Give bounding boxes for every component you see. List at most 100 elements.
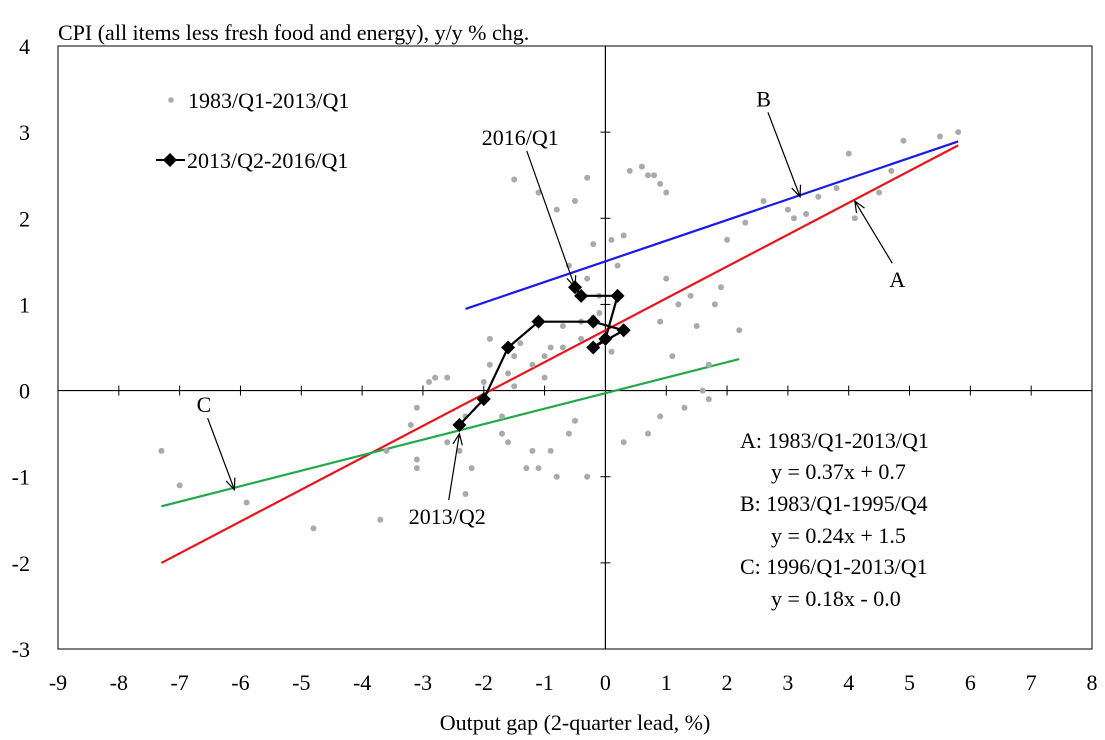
annotation-label: 2016/Q1 [482, 125, 559, 150]
legend: 1983/Q1-2013/Q1 2013/Q2-2016/Q1 [156, 88, 349, 173]
x-tick-label: -2 [475, 670, 493, 695]
scatter-point [590, 241, 597, 248]
recent-series-marker [586, 314, 601, 329]
x-tick-label: 0 [600, 670, 611, 695]
recent-series-marker [531, 314, 546, 329]
legend-marker-recent [163, 153, 177, 167]
scatter-point [413, 465, 420, 472]
scatter-point [486, 361, 493, 368]
recent-series-marker [501, 340, 516, 355]
recent-series-marker [476, 392, 491, 407]
scatter-point [310, 525, 317, 532]
annotation-label: C [197, 392, 212, 417]
scatter-point [833, 185, 840, 192]
annotation-arrowhead [452, 432, 463, 446]
scatter-point [724, 236, 731, 243]
x-tick-label: -8 [110, 670, 128, 695]
scatter-point [784, 206, 791, 213]
scatter-point [505, 439, 512, 446]
equation-b-label: B: 1983/Q1-1995/Q4 [740, 491, 928, 516]
scatter-point [687, 292, 694, 299]
scatter-point [377, 516, 384, 523]
scatter-point [413, 456, 420, 463]
annotation-arrow [448, 433, 461, 501]
scatter-point [584, 473, 591, 480]
scatter-point [529, 447, 536, 454]
x-tick-label: 6 [965, 670, 976, 695]
scatter-point [529, 361, 536, 368]
scatter-point [705, 396, 712, 403]
scatter-point [511, 353, 518, 360]
scatter-point [553, 473, 560, 480]
recent-series-marker [610, 288, 625, 303]
annotation-label: A [889, 267, 905, 292]
x-tick-label: -3 [414, 670, 432, 695]
scatter-point [547, 344, 554, 351]
scatter-point [523, 465, 530, 472]
scatter-point [663, 275, 670, 282]
y-tick-label: 4 [19, 34, 30, 59]
scatter-point [669, 353, 676, 360]
scatter-point [541, 353, 548, 360]
scatter-point [499, 430, 506, 437]
equation-c-label: C: 1996/Q1-2013/Q1 [740, 554, 928, 579]
regression-line-c [161, 357, 740, 508]
annotation-arrowhead [566, 275, 577, 289]
scatter-point [699, 387, 706, 394]
scatter-point [657, 180, 664, 187]
x-tick-label: 8 [1087, 670, 1098, 695]
annotation-label: B [756, 86, 771, 111]
scatter-point [584, 275, 591, 282]
scatter-point [742, 219, 749, 226]
scatter-point [651, 172, 658, 179]
plot-frame [57, 45, 1093, 650]
scatter-point [559, 322, 566, 329]
scatter-point [803, 210, 810, 217]
scatter-point [620, 439, 627, 446]
annotation-label: 2013/Q2 [409, 504, 486, 529]
y-tick-label: -2 [12, 551, 30, 576]
scatter-point [176, 482, 183, 489]
legend-label-recent: 2013/Q2-2016/Q1 [187, 148, 348, 173]
equation-a: y = 0.37x + 0.7 [771, 459, 906, 484]
x-tick-label: 2 [722, 670, 733, 695]
scatter-point [851, 215, 858, 222]
scatter-point [444, 374, 451, 381]
scatter-point [486, 335, 493, 342]
scatter-point [511, 176, 518, 183]
scatter-point [517, 340, 524, 347]
equation-c: y = 0.18x - 0.0 [771, 586, 901, 611]
equation-box: A: 1983/Q1-2013/Q1 y = 0.37x + 0.7 B: 19… [740, 428, 929, 611]
scatter-point [626, 167, 633, 174]
scatter-point [553, 206, 560, 213]
y-tick-label: -1 [12, 465, 30, 490]
recent-series-marker [574, 288, 589, 303]
regression-line-a [160, 144, 959, 564]
regression-line-b [465, 140, 959, 310]
recent-series [452, 280, 631, 433]
x-tick-label: -1 [535, 670, 553, 695]
annotation-arrow [526, 150, 576, 288]
scatter-point [432, 374, 439, 381]
scatter-point [535, 465, 542, 472]
scatter-point [681, 404, 688, 411]
scatter-point [462, 490, 469, 497]
y-tick-label: 3 [19, 120, 30, 145]
recent-series-marker [616, 323, 631, 338]
scatter-point [578, 335, 585, 342]
recent-series-marker [586, 340, 601, 355]
scatter-point [243, 499, 250, 506]
equation-b: y = 0.24x + 1.5 [771, 523, 906, 548]
x-tick-label: 1 [661, 670, 672, 695]
recent-series-marker [452, 418, 467, 433]
legend-marker-scatter [168, 97, 174, 103]
scatter-point [620, 232, 627, 239]
scatter-point [614, 262, 621, 269]
scatter-point [657, 318, 664, 325]
scatter-point [657, 413, 664, 420]
scatter-point [675, 301, 682, 308]
annotation-arrowhead [791, 184, 802, 199]
scatter-point [596, 310, 603, 317]
equation-a-label: A: 1983/Q1-2013/Q1 [740, 428, 929, 453]
scatter-point [888, 167, 895, 174]
